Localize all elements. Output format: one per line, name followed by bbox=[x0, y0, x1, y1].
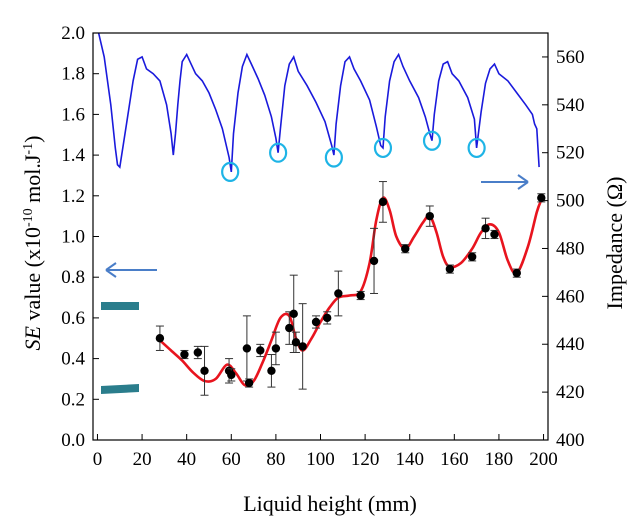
plot-area bbox=[97, 33, 546, 396]
impedance-minimum-circle-1 bbox=[269, 142, 288, 163]
x-tick-label-2: 40 bbox=[177, 449, 196, 470]
se-data-point-28 bbox=[537, 193, 546, 203]
y-left-title-end: ) bbox=[20, 136, 45, 143]
reference-marker-upper bbox=[101, 302, 139, 310]
y-left-tick-label-6: 1.2 bbox=[61, 186, 85, 207]
se-data-point-26 bbox=[490, 230, 499, 239]
y-left-title-exp1: -10 bbox=[21, 208, 36, 227]
y-right-tick-label-8: 560 bbox=[556, 47, 585, 68]
x-tick-label-6: 120 bbox=[351, 449, 380, 470]
se-data-point-13 bbox=[291, 338, 301, 347]
se-data-point-5 bbox=[227, 370, 236, 380]
x-tick-label-0: 0 bbox=[93, 449, 103, 470]
y-left-tick-label-2: 0.4 bbox=[61, 349, 85, 370]
y-left-tick-label-0: 0.0 bbox=[61, 430, 85, 451]
se-data-point-3 bbox=[200, 366, 209, 376]
se-data-point-23 bbox=[445, 264, 455, 274]
se-data-point-6 bbox=[242, 344, 252, 353]
y-left-title-main: value (x10 bbox=[20, 227, 45, 326]
y-right-tick-label-6: 520 bbox=[556, 143, 585, 164]
y-right-axis-title: Impedance (Ω) bbox=[602, 177, 627, 310]
se-data-point-7 bbox=[244, 378, 254, 388]
y-right-tick-label-7: 540 bbox=[556, 95, 585, 116]
y-left-title-mid: mol.J bbox=[20, 154, 45, 208]
se-data-point-8 bbox=[256, 346, 265, 355]
se-data-point-22 bbox=[425, 211, 434, 221]
y-left-tick-label-5: 1.0 bbox=[61, 227, 85, 248]
impedance-minimum-circle-0 bbox=[221, 161, 240, 182]
y-left-tick-label-1: 0.2 bbox=[61, 389, 85, 410]
y-left-title-exp2: -1 bbox=[21, 143, 36, 155]
y-right-tick-label-0: 400 bbox=[556, 430, 585, 451]
se-data-point-20 bbox=[378, 197, 388, 207]
se-data-point-10 bbox=[271, 344, 281, 353]
se-data-point-14 bbox=[298, 342, 307, 351]
y-left-tick-label-8: 1.6 bbox=[61, 104, 85, 125]
se-data-point-15 bbox=[311, 317, 321, 327]
y-left-tick-label-7: 1.4 bbox=[61, 145, 85, 166]
se-data-point-1 bbox=[180, 350, 189, 359]
se-data-point-0 bbox=[155, 334, 165, 343]
y-left-title-italic: SE bbox=[20, 325, 45, 350]
impedance-minimum-circle-5 bbox=[467, 137, 486, 159]
se-data-point-21 bbox=[401, 244, 410, 253]
se-data-point-27 bbox=[512, 268, 521, 278]
x-tick-label-7: 140 bbox=[395, 449, 424, 470]
se-data-point-19 bbox=[369, 256, 379, 266]
x-tick-label-3: 60 bbox=[222, 449, 241, 470]
y-right-tick-label-1: 420 bbox=[556, 382, 585, 403]
x-tick-label-4: 80 bbox=[266, 449, 285, 470]
y-right-tick-label-3: 460 bbox=[556, 286, 585, 307]
y-right-tick-label-4: 480 bbox=[556, 238, 585, 259]
reference-marker-lower bbox=[101, 384, 139, 394]
se-fit-curve bbox=[159, 196, 543, 387]
se-data-point-11 bbox=[285, 323, 294, 333]
se-data-point-16 bbox=[322, 313, 332, 323]
left-axis-arrow-head bbox=[105, 262, 117, 278]
right-axis-arrow-head bbox=[517, 174, 529, 190]
se-data-point-9 bbox=[267, 366, 276, 376]
y-left-tick-label-10: 2.0 bbox=[61, 23, 85, 44]
impedance-minimum-circle-2 bbox=[324, 147, 343, 168]
se-data-point-12 bbox=[289, 309, 298, 319]
axes-layer: 0 20 40 60 80 100 120 140 160 180 200 0.0 0.2 0.4 0.6 0… bbox=[61, 23, 584, 470]
impedance-series-line bbox=[97, 33, 540, 173]
x-tick-label-8: 160 bbox=[440, 449, 469, 470]
impedance-minimum-circle-3 bbox=[373, 137, 393, 159]
y-right-tick-label-5: 500 bbox=[556, 191, 585, 212]
x-tick-label-5: 100 bbox=[306, 449, 335, 470]
y-left-tick-label-3: 0.6 bbox=[61, 308, 85, 329]
y-right-tick-label-2: 440 bbox=[556, 334, 585, 355]
x-tick-label-10: 200 bbox=[529, 449, 558, 470]
se-data-point-2 bbox=[193, 348, 203, 357]
x-axis-title: Liquid height (mm) bbox=[243, 491, 417, 516]
y-left-tick-label-9: 1.8 bbox=[61, 64, 85, 85]
x-tick-label-1: 20 bbox=[133, 449, 152, 470]
se-data-point-18 bbox=[356, 291, 365, 300]
se-data-point-25 bbox=[481, 224, 490, 233]
se-data-point-17 bbox=[334, 289, 343, 298]
y-left-tick-label-4: 0.8 bbox=[61, 267, 85, 288]
x-tick-label-9: 180 bbox=[485, 449, 514, 470]
se-data-point-24 bbox=[467, 252, 477, 262]
impedance-minimum-circle-4 bbox=[422, 130, 442, 151]
y-left-axis-title: SE value (x10-10 mol.J-1) bbox=[20, 136, 45, 351]
